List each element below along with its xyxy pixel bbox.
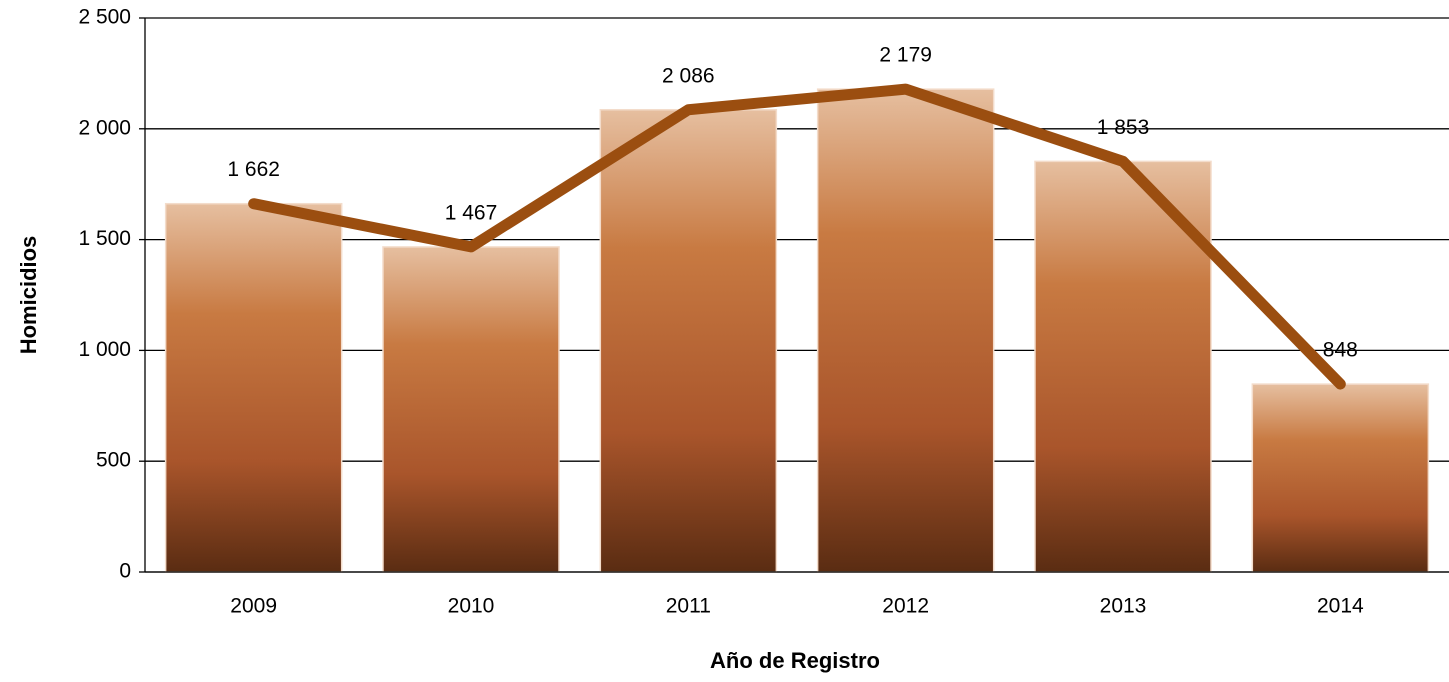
data-label: 1 662 [227,158,280,181]
x-tick-label: 2009 [230,595,277,618]
x-tick-label: 2011 [666,595,711,618]
y-axis-label: Homicidios [16,236,41,355]
bar [816,88,995,573]
y-tick-label: 0 [119,560,131,583]
y-tick-label: 1 500 [78,227,131,250]
bar [164,202,343,573]
data-label: 2 086 [662,64,715,87]
x-tick-label: 2010 [448,595,495,618]
data-label: 1 853 [1097,116,1150,139]
y-tick-label: 1 000 [78,338,131,361]
x-axis-label: Año de Registro [710,648,880,673]
bar [1251,383,1430,573]
bar [1034,160,1212,573]
y-tick-label: 2 500 [78,6,131,29]
x-tick-label: 2012 [882,595,929,618]
y-tick-label: 500 [96,449,131,472]
y-tick-label: 2 000 [78,116,131,139]
data-label: 1 467 [445,201,498,224]
bar [382,246,560,573]
line [248,83,1346,390]
data-label: 2 179 [879,44,932,67]
data-label: 848 [1323,339,1358,362]
x-tick-label: 2013 [1100,595,1147,618]
bar [599,108,778,573]
x-tick-label: 2014 [1317,595,1364,618]
